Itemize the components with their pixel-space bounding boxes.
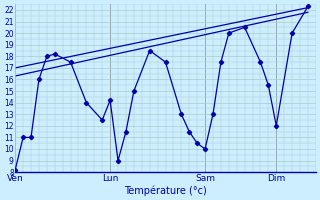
X-axis label: Température (°c): Température (°c) [124,185,207,196]
